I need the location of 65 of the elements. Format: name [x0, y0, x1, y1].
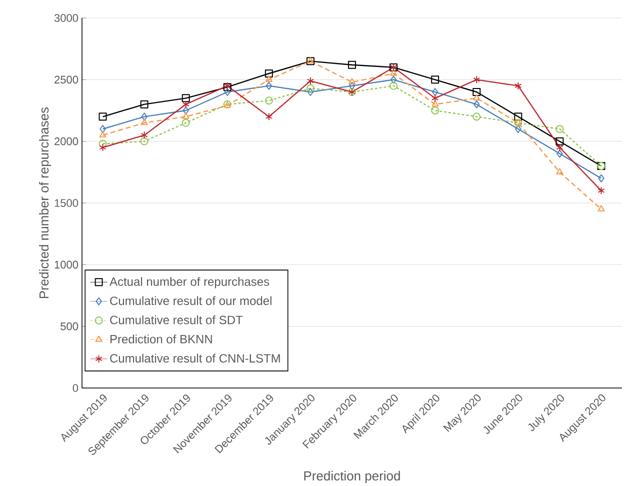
point: [556, 149, 563, 158]
point: [472, 112, 481, 120]
point: [556, 137, 564, 146]
point: [264, 69, 273, 78]
point: [306, 76, 314, 85]
point: [264, 96, 273, 104]
point: [99, 130, 106, 138]
point: [265, 75, 272, 82]
point: [598, 174, 604, 182]
y-tick-label: 1000: [54, 260, 78, 268]
point: [140, 130, 148, 139]
point: [182, 118, 190, 127]
point: [182, 112, 190, 119]
point: [556, 168, 564, 174]
point: [431, 75, 440, 84]
legend-label: Cumulative result of SDT: [110, 315, 243, 324]
point: [598, 204, 605, 212]
point: [182, 100, 190, 108]
point: [556, 124, 564, 133]
point: [432, 88, 438, 96]
point: [432, 100, 439, 106]
legend-label: Cumulative result of our model: [110, 296, 272, 305]
point: [141, 112, 148, 120]
point: [348, 78, 356, 84]
point: [348, 60, 356, 69]
legend-label: Cumulative result of CNN-LSTM: [110, 354, 280, 362]
x-axis-title: Prediction period: [304, 470, 400, 483]
point: [306, 84, 314, 92]
point: [98, 140, 107, 148]
y-tick-label: 1500: [54, 198, 78, 207]
point: [266, 82, 272, 90]
point: [556, 143, 564, 152]
point: [140, 118, 148, 125]
y-tick-label: 2500: [54, 76, 78, 84]
point: [390, 69, 398, 76]
point: [140, 137, 148, 146]
point: [598, 186, 605, 194]
point: [431, 106, 440, 114]
point: [514, 82, 522, 90]
y-axis-title: Predicted number of repurchases: [39, 107, 52, 298]
point: [432, 94, 439, 102]
point: [99, 143, 106, 152]
point: [98, 112, 107, 120]
point: [265, 112, 272, 120]
point: [514, 112, 522, 120]
y-tick-label: 3000: [54, 14, 78, 22]
point: [390, 82, 398, 90]
point: [182, 94, 190, 102]
y-tick-label: 500: [60, 322, 78, 330]
legend-label: Prediction of BKNN: [110, 334, 212, 344]
point: [348, 82, 356, 90]
point: [390, 75, 397, 84]
point: [515, 124, 522, 133]
y-tick-label: 0: [72, 384, 78, 392]
point: [100, 124, 106, 133]
point: [473, 94, 480, 100]
point: [182, 106, 189, 114]
point: [473, 75, 480, 84]
point: [474, 100, 480, 108]
point: [140, 100, 148, 108]
y-tick-label: 2000: [54, 137, 78, 146]
legend-label: Actual number of repurchases: [110, 276, 270, 288]
point: [472, 88, 481, 96]
point: [224, 88, 231, 96]
point: [307, 88, 314, 96]
